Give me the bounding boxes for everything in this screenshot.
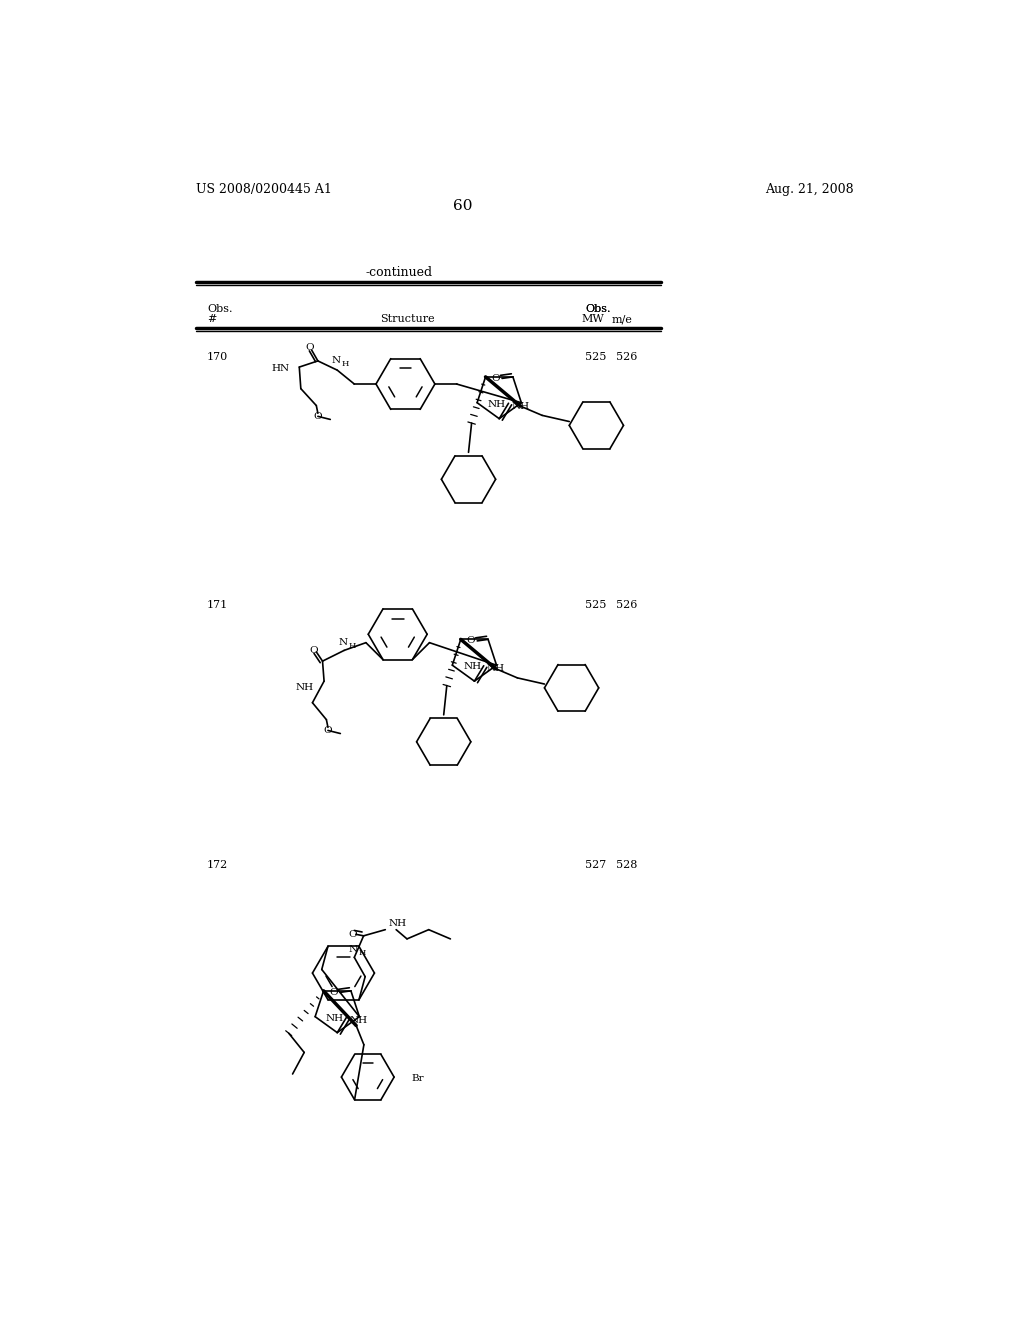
Text: H: H: [359, 949, 367, 957]
Text: US 2008/0200445 A1: US 2008/0200445 A1: [197, 182, 332, 195]
Text: -continued: -continued: [366, 265, 433, 279]
Text: O: O: [492, 374, 500, 383]
Text: MW: MW: [582, 314, 604, 325]
Text: NH: NH: [295, 682, 313, 692]
Text: Obs.: Obs.: [207, 305, 232, 314]
Text: NH: NH: [388, 919, 407, 928]
Text: NH: NH: [488, 400, 506, 409]
Text: 526: 526: [616, 352, 638, 362]
Text: 172: 172: [207, 861, 228, 870]
Text: Structure: Structure: [380, 314, 434, 325]
Text: 526: 526: [616, 601, 638, 610]
Text: O: O: [324, 726, 332, 735]
Text: N: N: [338, 638, 347, 647]
Text: H: H: [349, 642, 356, 649]
Text: O: O: [313, 412, 323, 421]
Text: Br: Br: [412, 1074, 424, 1084]
Text: NH: NH: [463, 663, 481, 672]
Text: NH: NH: [512, 401, 529, 411]
Text: Obs.: Obs.: [586, 305, 610, 314]
Text: NH: NH: [486, 664, 505, 673]
Text: Obs.: Obs.: [586, 305, 610, 314]
Text: H: H: [342, 360, 349, 368]
Text: Aug. 21, 2008: Aug. 21, 2008: [765, 182, 853, 195]
Text: 528: 528: [616, 861, 638, 870]
Text: NH: NH: [326, 1014, 344, 1023]
Text: 525: 525: [586, 601, 606, 610]
Text: O: O: [467, 636, 475, 645]
Text: HN: HN: [271, 364, 290, 374]
Text: m/e: m/e: [611, 314, 633, 325]
Text: 60: 60: [453, 199, 472, 213]
Text: 171: 171: [207, 601, 228, 610]
Text: 525: 525: [586, 352, 606, 362]
Text: N: N: [348, 945, 357, 954]
Text: #: #: [207, 314, 216, 325]
Text: O: O: [348, 929, 357, 939]
Text: N: N: [331, 356, 340, 366]
Text: 170: 170: [207, 352, 228, 362]
Text: O: O: [309, 645, 317, 655]
Text: O: O: [330, 987, 338, 997]
Text: O: O: [306, 343, 314, 351]
Text: NH: NH: [349, 1016, 368, 1024]
Text: 527: 527: [586, 861, 606, 870]
